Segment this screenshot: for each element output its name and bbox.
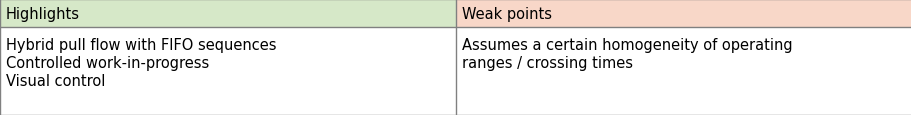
Bar xyxy=(0,28,456,115)
Bar xyxy=(456,0,911,28)
Text: Hybrid pull flow with FIFO sequences: Hybrid pull flow with FIFO sequences xyxy=(6,38,276,53)
Text: Weak points: Weak points xyxy=(462,6,551,21)
Text: Assumes a certain homogeneity of operating: Assumes a certain homogeneity of operati… xyxy=(462,38,792,53)
Text: Highlights: Highlights xyxy=(6,6,80,21)
Bar xyxy=(0,0,456,28)
Text: Controlled work-in-progress: Controlled work-in-progress xyxy=(6,56,209,70)
Text: ranges / crossing times: ranges / crossing times xyxy=(462,56,632,70)
Bar xyxy=(456,28,911,115)
Text: Visual control: Visual control xyxy=(6,73,106,88)
